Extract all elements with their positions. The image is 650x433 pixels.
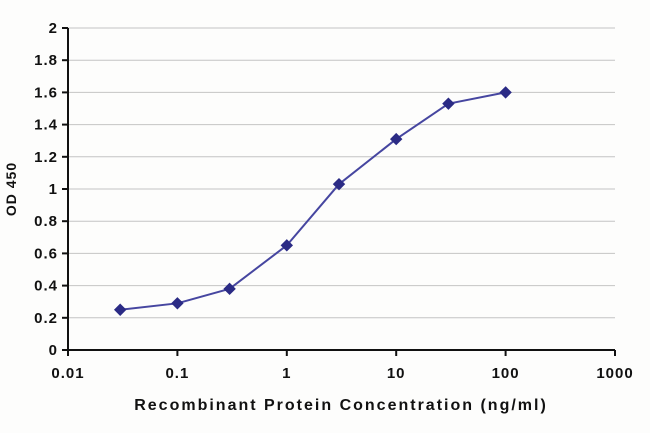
y-tick-label: 1.4	[34, 117, 58, 134]
data-point-marker	[499, 86, 512, 99]
y-axis-title: OD 450	[3, 162, 19, 216]
plot-generated: 0 0.2 0.4 0.6 0.8 1 1.2 1.4 1.6 1.8 2 0.01 0.1 1 10 100…	[34, 20, 633, 382]
y-tick-label: 0.2	[34, 310, 58, 327]
y-tick-label: 1	[49, 181, 58, 198]
y-tick-label: 2	[49, 20, 58, 37]
data-point-marker	[171, 297, 184, 310]
x-tick-label: 0.01	[51, 365, 84, 382]
y-tick-label: 0	[49, 342, 58, 359]
x-tick-label: 1000	[596, 365, 633, 382]
data-point-marker	[280, 239, 294, 252]
y-tick-label: 0.8	[34, 213, 58, 230]
y-tick-label: 0.4	[34, 278, 58, 295]
data-point-marker	[113, 303, 127, 316]
x-tick-label: 1	[282, 365, 291, 382]
data-point-marker	[389, 132, 403, 146]
y-tick-label: 1.8	[34, 52, 58, 69]
x-tick-label: 10	[387, 365, 406, 382]
x-axis-title: Recombinant Protein Concentration (ng/ml…	[134, 397, 548, 414]
data-point-marker	[223, 282, 236, 296]
x-tick-label: 100	[492, 365, 520, 382]
x-tick-label: 0.1	[165, 365, 189, 382]
series-line	[120, 91, 506, 311]
y-tick-label: 1.2	[34, 149, 58, 166]
y-tick-label: 1.6	[34, 84, 58, 101]
data-point-marker	[332, 177, 346, 191]
y-tick-label: 0.6	[34, 245, 58, 262]
data-point-marker	[442, 97, 455, 110]
